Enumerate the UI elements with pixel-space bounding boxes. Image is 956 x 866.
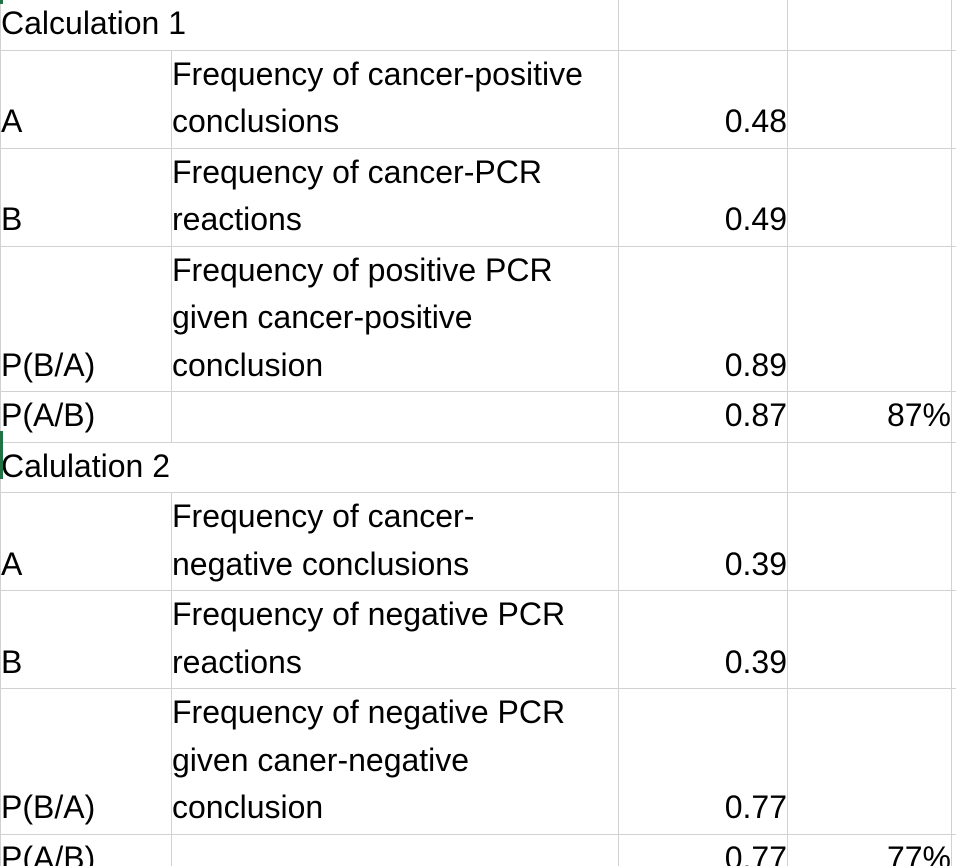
empty-cell[interactable] <box>951 688 956 835</box>
table-row: A Frequency of cancer- negative conclusi… <box>0 492 956 591</box>
empty-cell[interactable] <box>787 0 952 51</box>
row-value-cell[interactable]: 0.49 <box>618 147 788 247</box>
row-value-cell[interactable]: 0.89 <box>618 245 788 392</box>
row-label-cell[interactable]: B <box>0 147 172 247</box>
row-value-cell[interactable]: 0.39 <box>618 492 788 591</box>
green-selection-edge <box>0 431 3 479</box>
table-row: Calculation 1 <box>0 0 956 51</box>
empty-cell[interactable] <box>787 441 952 493</box>
row-percent-cell[interactable] <box>787 492 952 591</box>
table-row: B Frequency of negative PCR reactions 0.… <box>0 590 956 689</box>
row-value-cell[interactable]: 0.77 <box>618 833 788 866</box>
row-description-cell[interactable]: Frequency of negative PCR given caner-ne… <box>171 688 619 835</box>
row-percent-cell[interactable] <box>787 49 952 149</box>
row-description-cell[interactable]: Frequency of cancer-positive conclusions <box>171 49 619 149</box>
row-label-cell[interactable]: P(A/B) <box>0 833 172 866</box>
table-row: Calulation 2 <box>0 441 956 493</box>
empty-cell[interactable] <box>951 391 956 443</box>
table-row: P(A/B) 0.77 77% <box>0 833 956 866</box>
table-row: P(A/B) 0.87 87% <box>0 391 956 443</box>
empty-cell[interactable] <box>951 441 956 493</box>
empty-cell[interactable] <box>951 49 956 149</box>
table-row: B Frequency of cancer-PCR reactions 0.49 <box>0 147 956 247</box>
row-description-cell[interactable]: Frequency of cancer- negative conclusion… <box>171 492 619 591</box>
row-description-cell[interactable] <box>171 833 619 866</box>
green-selection-edge-top <box>0 0 3 4</box>
row-label-cell[interactable]: P(A/B) <box>0 391 172 443</box>
empty-cell[interactable] <box>951 492 956 591</box>
row-description-cell[interactable]: Frequency of negative PCR reactions <box>171 590 619 689</box>
row-percent-cell[interactable] <box>787 245 952 392</box>
row-value-cell[interactable]: 0.77 <box>618 688 788 835</box>
row-percent-cell[interactable] <box>787 688 952 835</box>
row-description-cell[interactable] <box>171 391 619 443</box>
empty-cell[interactable] <box>951 833 956 866</box>
empty-cell[interactable] <box>618 441 788 493</box>
row-label-cell[interactable]: P(B/A) <box>0 688 172 835</box>
empty-cell[interactable] <box>951 590 956 689</box>
table-row: P(B/A) Frequency of positive PCR given c… <box>0 245 956 392</box>
row-value-cell[interactable]: 0.39 <box>618 590 788 689</box>
row-description-cell[interactable]: Frequency of cancer-PCR reactions <box>171 147 619 247</box>
row-value-cell[interactable]: 0.48 <box>618 49 788 149</box>
row-percent-cell[interactable]: 87% <box>787 391 952 443</box>
row-label-cell[interactable]: P(B/A) <box>0 245 172 392</box>
row-percent-cell[interactable] <box>787 147 952 247</box>
row-label-cell[interactable]: A <box>0 492 172 591</box>
empty-cell[interactable] <box>951 147 956 247</box>
table-row: P(B/A) Frequency of negative PCR given c… <box>0 688 956 835</box>
empty-cell[interactable] <box>951 245 956 392</box>
section-title-cell[interactable]: Calculation 1 <box>0 0 619 51</box>
row-value-cell[interactable]: 0.87 <box>618 391 788 443</box>
row-percent-cell[interactable] <box>787 590 952 689</box>
empty-cell[interactable] <box>951 0 956 51</box>
section-title-cell[interactable]: Calulation 2 <box>0 441 619 493</box>
row-label-cell[interactable]: B <box>0 590 172 689</box>
table-row: A Frequency of cancer-positive conclusio… <box>0 49 956 149</box>
row-label-cell[interactable]: A <box>0 49 172 149</box>
row-percent-cell[interactable]: 77% <box>787 833 952 866</box>
empty-cell[interactable] <box>618 0 788 51</box>
row-description-cell[interactable]: Frequency of positive PCR given cancer-p… <box>171 245 619 392</box>
